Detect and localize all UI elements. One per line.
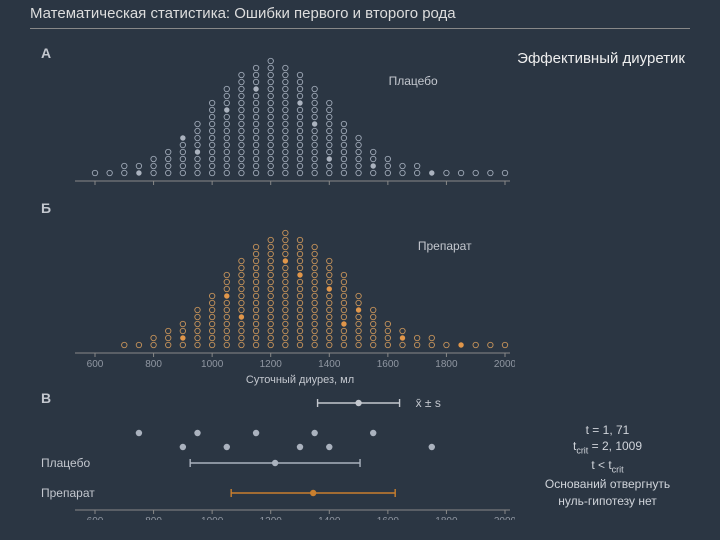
svg-text:В: В [41,390,51,406]
page-title: Математическая статистика: Ошибки первог… [30,5,690,29]
svg-text:1400: 1400 [318,516,341,520]
svg-text:1000: 1000 [201,516,224,520]
stat-compare: t < tcrit [525,457,690,476]
stat-t: t = 1, 71 [525,422,690,439]
svg-text:Плацебо: Плацебо [41,456,90,470]
svg-text:600: 600 [87,359,104,370]
svg-text:1400: 1400 [318,359,341,370]
stat-conclusion-2: нуль-гипотезу нет [525,493,690,510]
svg-text:А: А [41,45,51,61]
chart-area: А Плацебо Б Препарат 600 800 1000 1200 1400 1600 1… [35,35,515,520]
svg-text:1000: 1000 [201,359,224,370]
stat-conclusion-1: Оснований отвергнуть [525,476,690,493]
svg-text:1800: 1800 [435,516,458,520]
svg-text:Препарат: Препарат [418,239,472,253]
svg-text:Плацебо: Плацебо [389,74,438,88]
svg-text:x̄ ± s: x̄ ± s [416,396,441,410]
svg-text:Препарат: Препарат [41,486,95,500]
svg-text:1200: 1200 [260,516,283,520]
svg-text:1200: 1200 [260,359,283,370]
svg-text:800: 800 [145,516,162,520]
svg-text:Суточный диурез, мл: Суточный диурез, мл [246,374,354,386]
chart-svg: А Плацебо Б Препарат 600 800 1000 1200 1400 1600 1… [35,35,515,520]
panel-c: Вx̄ ± s Плацебо Препарат 600 800 1000 1200 1400… [41,390,515,520]
svg-text:Б: Б [41,200,51,216]
svg-text:2000: 2000 [494,359,515,370]
stat-tcrit: tcrit = 2, 1009 [525,438,690,457]
svg-text:800: 800 [145,359,162,370]
svg-text:1600: 1600 [377,359,400,370]
svg-text:600: 600 [87,516,104,520]
stats-block: t = 1, 71 tcrit = 2, 1009 t < tcrit Осно… [525,422,690,510]
subtitle: Эффективный диуретик [517,50,685,67]
svg-text:2000: 2000 [494,516,515,520]
svg-text:1600: 1600 [377,516,400,520]
svg-text:1800: 1800 [435,359,458,370]
panel-b: Б Препарат 600 800 1000 1200 1400 1600 1800 2000 С… [41,200,515,386]
panel-a: А Плацебо [41,45,510,185]
